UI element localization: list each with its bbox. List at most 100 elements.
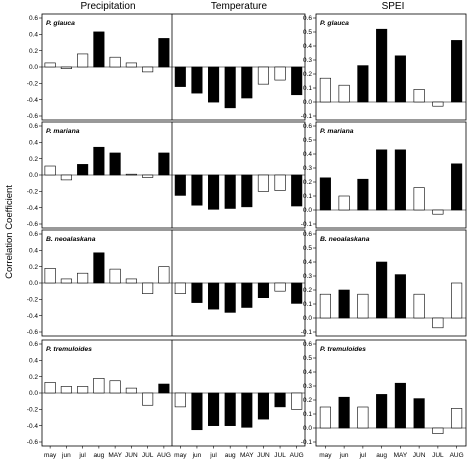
bar-temperature-4-6	[257, 392, 269, 420]
spei-ytick-label-row-4-3: 0.1	[303, 411, 312, 418]
bar-precipitation-2-7	[142, 174, 154, 178]
spei-ytick-label-row-1-3: 0.1	[303, 85, 312, 92]
xtick-label-spei-4: aug	[376, 452, 387, 459]
left-ytick-label-row-2-2: -0.4	[27, 205, 39, 212]
xtick-label-precipitation-4: aug	[93, 452, 104, 459]
bar-precipitation-1-4	[93, 31, 105, 68]
spei-ytick-label-row-1-8: 0.6	[303, 15, 312, 22]
spei-ytick-label-row-3-6: 0.4	[303, 259, 312, 266]
xtick-label-spei-6: JUN	[413, 452, 426, 459]
xtick-label-temperature-8: AUG	[290, 452, 304, 459]
bar-spei-2-7	[432, 209, 444, 215]
bar-temperature-4-1	[174, 392, 186, 408]
xtick-label-temperature-4: aug	[225, 452, 236, 459]
bar-spei-1-5	[394, 55, 406, 103]
bar-precipitation-4-2	[60, 386, 72, 394]
bar-precipitation-3-3	[77, 272, 89, 284]
bar-precipitation-3-2	[60, 278, 72, 284]
species-label-spei-row-4: P. tremuloides	[320, 346, 366, 353]
column-title-precipitation: Precipitation	[80, 1, 135, 12]
spei-ytick-label-row-2-5: 0.3	[303, 165, 312, 172]
bar-spei-3-5	[394, 274, 406, 319]
spei-ytick-label-row-2-6: 0.4	[303, 151, 312, 158]
spei-ytick-label-row-1-4: 0.2	[303, 71, 312, 78]
bar-temperature-3-1	[174, 282, 186, 294]
bar-precipitation-2-6	[125, 173, 137, 176]
bar-spei-2-4	[376, 149, 388, 211]
bar-temperature-2-5	[241, 174, 253, 208]
bar-spei-3-7	[432, 317, 444, 329]
bar-precipitation-1-5	[109, 56, 121, 68]
plot-area: -0.6 -0.4 -0.2 0.0 0.2 0.4 0.6 -0.1 0.0 0.1 0.2 0.3…	[27, 13, 467, 459]
left-ytick-label-row-3-3: -0.2	[27, 297, 39, 304]
bar-spei-2-6	[413, 187, 425, 211]
bar-temperature-1-5	[241, 66, 253, 99]
spei-ytick-label-row-4-7: 0.5	[303, 355, 312, 362]
spei-ytick-label-row-2-4: 0.2	[303, 179, 312, 186]
left-ytick-label-row-1-2: -0.4	[27, 97, 39, 104]
spei-ytick-label-row-3-1: -0.1	[301, 329, 313, 336]
bar-spei-1-4	[376, 28, 388, 103]
bar-precipitation-2-2	[60, 174, 72, 181]
bar-temperature-2-8	[291, 174, 303, 207]
bar-spei-3-1	[319, 293, 331, 319]
bar-precipitation-2-3	[77, 164, 89, 176]
bar-precipitation-1-8	[158, 38, 170, 68]
species-label-spei-row-1: P. glauca	[320, 20, 349, 27]
left-ytick-label-row-3-6: 0.4	[29, 248, 38, 255]
bar-spei-4-6	[413, 398, 425, 429]
bar-spei-2-8	[451, 163, 463, 211]
spei-ytick-label-row-4-1: -0.1	[301, 439, 313, 446]
bar-spei-1-2	[338, 84, 350, 103]
xtick-label-temperature-1: may	[174, 452, 187, 459]
bar-spei-1-3	[357, 65, 369, 103]
spei-ytick-label-row-2-3: 0.1	[303, 193, 312, 200]
left-ytick-label-row-4-6: 0.4	[29, 358, 38, 365]
panel-frame-spei-row-2	[315, 121, 467, 229]
left-ytick-label-row-4-2: -0.4	[27, 423, 39, 430]
bar-spei-2-3	[357, 178, 369, 211]
left-ytick-label-row-1-3: -0.2	[27, 81, 39, 88]
bar-temperature-1-3	[208, 66, 220, 103]
spei-ytick-label-row-2-7: 0.5	[303, 137, 312, 144]
xtick-label-temperature-7: JUL	[274, 452, 286, 459]
y-axis-label: Correlation Coefficient	[4, 185, 15, 279]
spei-ytick-label-row-1-1: -0.1	[301, 113, 313, 120]
bar-precipitation-3-1	[44, 267, 56, 284]
bar-precipitation-1-7	[142, 66, 154, 73]
bar-precipitation-3-6	[125, 278, 137, 284]
species-label-left-row-4: P. tremuloides	[46, 346, 92, 353]
bar-spei-3-4	[376, 261, 388, 319]
xtick-label-spei-1: may	[319, 452, 332, 459]
spei-ytick-label-row-4-8: 0.6	[303, 341, 312, 348]
bar-temperature-4-4	[224, 392, 236, 426]
left-ytick-label-row-1-7: 0.6	[29, 15, 38, 22]
bar-spei-3-2	[338, 289, 350, 319]
spei-ytick-label-row-1-5: 0.3	[303, 57, 312, 64]
panel-frame-spei-row-3	[315, 229, 467, 337]
species-label-left-row-2: P. mariana	[46, 128, 80, 135]
spei-ytick-label-row-1-2: 0.0	[303, 99, 312, 106]
species-label-spei-row-3: B. neoalaskana	[320, 236, 370, 243]
bar-temperature-4-8	[291, 392, 303, 410]
bar-temperature-1-2	[191, 66, 203, 94]
bar-precipitation-1-1	[44, 62, 56, 68]
bar-spei-4-5	[394, 382, 406, 429]
bar-temperature-3-3	[208, 282, 220, 310]
bar-spei-1-8	[451, 40, 463, 103]
column-title-temperature: Temperature	[211, 1, 268, 12]
left-ytick-label-row-3-2: -0.4	[27, 313, 39, 320]
species-label-left-row-1: P. glauca	[46, 20, 75, 27]
left-ytick-label-row-1-5: 0.2	[29, 48, 38, 55]
spei-ytick-label-row-4-2: 0.0	[303, 425, 312, 432]
bar-precipitation-3-8	[158, 266, 170, 284]
bar-temperature-1-8	[291, 66, 303, 96]
spei-ytick-label-row-4-4: 0.2	[303, 397, 312, 404]
xtick-label-temperature-6: JUN	[257, 452, 270, 459]
left-ytick-label-row-4-4: 0.0	[29, 390, 38, 397]
spei-ytick-label-row-3-3: 0.1	[303, 301, 312, 308]
bar-precipitation-3-7	[142, 282, 154, 294]
spei-ytick-label-row-3-2: 0.0	[303, 315, 312, 322]
bar-precipitation-4-7	[142, 392, 154, 406]
left-ytick-label-row-2-7: 0.6	[29, 123, 38, 130]
